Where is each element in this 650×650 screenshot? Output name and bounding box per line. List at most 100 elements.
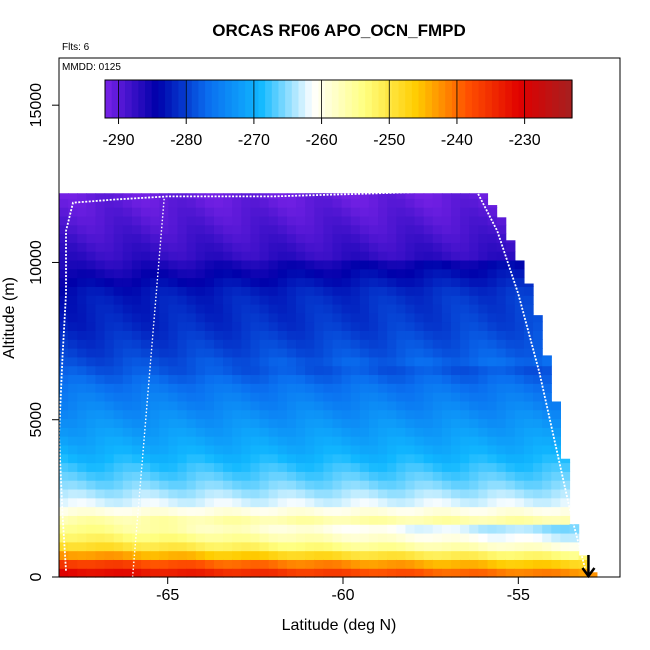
heatmap-cell <box>514 409 525 420</box>
heatmap-cell <box>268 339 279 349</box>
heatmap-cell <box>332 193 343 199</box>
heatmap-cell <box>341 453 352 464</box>
heatmap-cell <box>168 550 179 560</box>
heatmap-cell <box>250 524 261 534</box>
heatmap-cell <box>195 471 206 481</box>
heatmap-cell <box>523 506 534 516</box>
heatmap-cell <box>122 480 133 490</box>
heatmap-cell <box>378 295 388 305</box>
heatmap-cell <box>405 400 416 411</box>
arrow-head <box>581 567 596 579</box>
heatmap-cell <box>314 532 324 543</box>
heatmap-cell <box>68 259 78 270</box>
heatmap-cell <box>122 251 133 261</box>
heatmap-cell <box>487 321 498 331</box>
heatmap-cell <box>168 268 179 279</box>
heatmap-cell <box>59 207 69 217</box>
heatmap-cell <box>305 488 315 499</box>
heatmap-cell <box>314 207 324 217</box>
heatmap-cell <box>241 471 252 481</box>
heatmap-cell <box>223 497 233 508</box>
heatmap-cell <box>314 400 324 411</box>
heatmap-cell <box>277 251 288 261</box>
heatmap-cell <box>423 436 434 446</box>
heatmap-cell <box>86 480 97 490</box>
flight-track-layer <box>58 189 586 578</box>
heatmap-cell <box>141 207 151 217</box>
heatmap-cell <box>460 506 470 516</box>
heatmap-cell <box>68 321 78 331</box>
heatmap-cell <box>168 488 179 499</box>
heatmap-cell <box>104 400 115 411</box>
heatmap-cell <box>141 409 151 420</box>
heatmap-cell <box>59 286 69 296</box>
heatmap-cell <box>223 330 233 340</box>
heatmap-cell <box>168 339 179 349</box>
heatmap-cell <box>460 418 470 428</box>
heatmap-cell <box>542 400 552 411</box>
heatmap-cell <box>186 427 197 437</box>
heatmap-cell <box>396 286 407 296</box>
heatmap-cell <box>259 453 270 464</box>
heatmap-cell <box>286 321 297 331</box>
heatmap-cell <box>177 321 188 331</box>
heatmap-cell <box>523 462 534 472</box>
heatmap-cell <box>122 303 133 314</box>
heatmap-cell <box>77 409 87 420</box>
heatmap-cell <box>359 193 370 199</box>
heatmap-cell <box>195 339 206 349</box>
heatmap-cell <box>405 286 416 296</box>
heatmap-cell <box>387 242 397 252</box>
heatmap-cell <box>150 348 160 358</box>
heatmap-cell <box>204 427 215 437</box>
heatmap-cell <box>204 330 215 340</box>
heatmap-cell <box>131 321 142 331</box>
heatmap-cell <box>387 532 397 543</box>
heatmap-cell <box>496 233 507 243</box>
heatmap-cell <box>204 559 215 569</box>
heatmap-cell <box>122 383 133 393</box>
heatmap-cell <box>396 242 407 252</box>
heatmap-cell <box>268 224 279 235</box>
heatmap-cell <box>350 198 361 208</box>
heatmap-cell <box>177 559 188 569</box>
heatmap-cell <box>77 418 87 428</box>
heatmap-cell <box>341 550 352 560</box>
heatmap-cell <box>451 462 461 472</box>
heatmap-cell <box>104 436 115 446</box>
colorbar-segment <box>338 80 346 118</box>
heatmap-cell <box>341 409 352 420</box>
heatmap-cell <box>186 251 197 261</box>
heatmap-cell <box>341 436 352 446</box>
heatmap-cell <box>487 427 498 437</box>
heatmap-cell <box>259 198 270 208</box>
heatmap-cell <box>405 193 416 199</box>
heatmap-cell <box>496 541 507 552</box>
heatmap-cell <box>95 444 106 455</box>
heatmap-cell <box>478 374 489 384</box>
heatmap-cell <box>232 462 242 472</box>
heatmap-cell <box>496 532 507 543</box>
heatmap-cell <box>277 497 288 508</box>
heatmap-cell <box>277 383 288 393</box>
heatmap-cell <box>168 215 179 226</box>
heatmap-cell <box>122 207 133 217</box>
heatmap-cell <box>168 233 179 243</box>
heatmap-cell <box>323 321 334 331</box>
heatmap-cell <box>350 400 361 411</box>
heatmap-cell <box>186 365 197 376</box>
heatmap-cell <box>542 568 552 578</box>
heatmap-cell <box>296 524 306 534</box>
heatmap-cell <box>296 436 306 446</box>
heatmap-cell <box>177 532 188 543</box>
heatmap-cell <box>323 524 334 534</box>
heatmap-cell <box>469 400 479 411</box>
heatmap-cell <box>150 392 160 402</box>
heatmap-cell <box>259 233 270 243</box>
heatmap-cell <box>496 339 507 349</box>
heatmap-cell <box>141 356 151 367</box>
heatmap-cell <box>204 462 215 472</box>
heatmap-cell <box>77 462 87 472</box>
heatmap-cell <box>469 524 479 534</box>
